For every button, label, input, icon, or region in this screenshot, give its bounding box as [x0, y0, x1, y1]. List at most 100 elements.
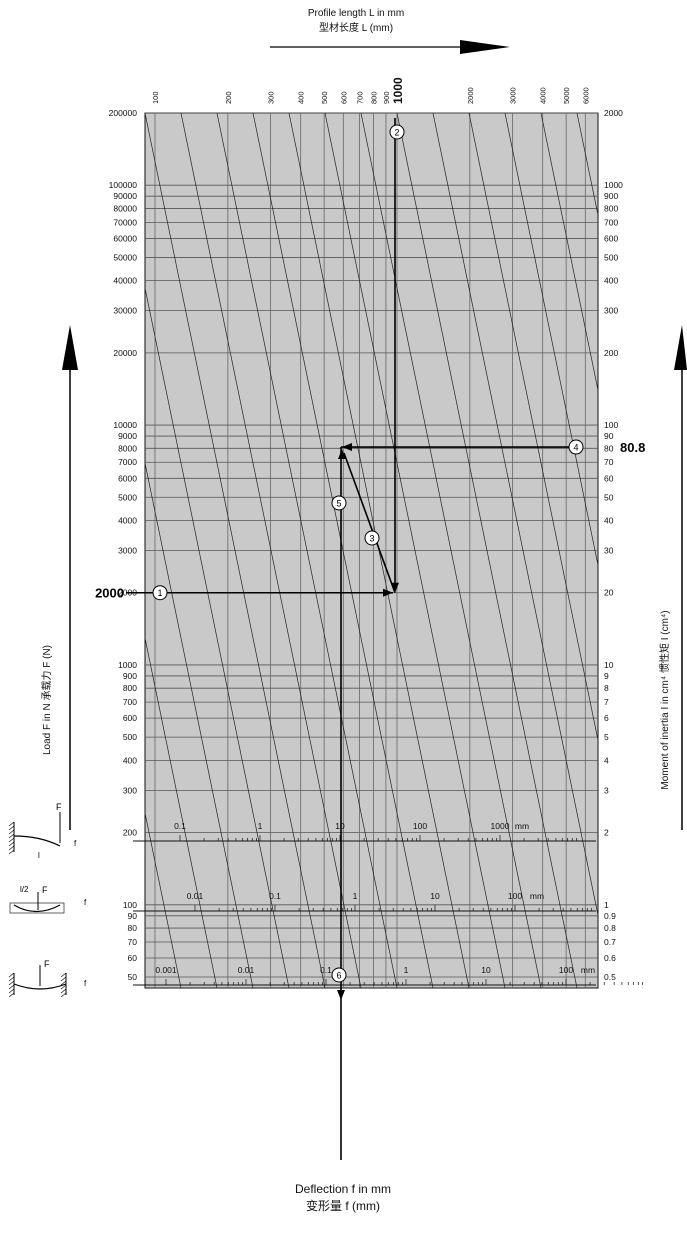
deflection-tick-label: 0.1: [269, 891, 281, 901]
y-left-tick-label: 90000: [113, 191, 137, 201]
y-right-tick-label: 2000: [604, 108, 623, 118]
example-step-1-arrowhead: [383, 588, 393, 597]
sketch-simple-beam: [13, 904, 61, 913]
y-left-tick-label: 8000: [118, 443, 137, 453]
example-step-number: 5: [336, 499, 341, 509]
y-right-tick-label: 0.6: [604, 953, 616, 963]
diagonal-line: [324, 113, 506, 988]
y-left-tick-label: 900: [123, 671, 137, 681]
y-right-tick-label: 0.5: [604, 972, 616, 982]
diagonal-line: [145, 113, 326, 988]
sketch-simple-frame: [9, 902, 65, 914]
y-left-tick-label: 90: [128, 911, 138, 921]
length-axis-title-cn: 型材长度 L (mm): [319, 21, 393, 34]
y-left-tick-label: 70: [128, 937, 138, 947]
support-hatch: [60, 992, 67, 998]
sketch-fixed-beam: [13, 983, 67, 990]
y-right-tick-label: 70: [604, 457, 614, 467]
y-left-tick-label: 10000: [113, 420, 137, 430]
diagonal-line: [613, 113, 687, 988]
deflection-tick-label: 100: [413, 821, 427, 831]
deflection-tick-label: 1: [404, 965, 409, 975]
sketch-cantilever-force-label: F: [56, 802, 62, 812]
sketch-simple-half-label: l/2: [20, 885, 29, 894]
sketch-cantilever-deflection-label: f: [74, 839, 77, 848]
deflection-tick-label: 0.01: [238, 965, 255, 975]
top-tick-label: 700: [356, 91, 365, 104]
inertia-axis-arrowhead: [674, 325, 687, 370]
support-hatch: [8, 980, 15, 986]
top-tick-label: 2000: [466, 87, 475, 104]
support-hatch: [60, 976, 67, 982]
y-right-tick-label: 60: [604, 473, 614, 483]
length-axis-arrowhead: [460, 40, 510, 54]
example-step-number: 2: [394, 128, 399, 138]
inertia-axis-title: Moment of inertia I in cm⁴ 惯性矩 I (cm⁴): [658, 610, 671, 789]
top-tick-label: 600: [339, 91, 348, 104]
deflection-axis-title-cn: 变形量 f (mm): [306, 1198, 380, 1213]
deflection-unit: mm: [530, 891, 544, 901]
sketch-fixed-force-label: F: [44, 959, 50, 969]
y-right-tick-label: 0.9: [604, 911, 616, 921]
top-tick-label: 3000: [508, 87, 517, 104]
diagonal-line: [0, 113, 1, 988]
top-tick-label-highlight: 1000: [391, 77, 405, 104]
deflection-tick-label: 0.1: [174, 821, 186, 831]
y-right-tick-label: 20: [604, 588, 614, 598]
top-tick-label: 200: [224, 91, 233, 104]
y-left-tick-label: 7000: [118, 457, 137, 467]
y-left-tick-label: 200000: [109, 108, 138, 118]
y-left-tick-label: 50000: [113, 252, 137, 262]
diagonal-line: [432, 113, 598, 917]
top-tick-label: 400: [297, 91, 306, 104]
top-tick-label: 100: [151, 91, 160, 104]
load-axis-title: Load F in N 承载力 F (N): [40, 645, 53, 755]
y-right-tick-label: 500: [604, 252, 618, 262]
deflection-unit: mm: [515, 821, 529, 831]
top-tick-label: 800: [370, 91, 379, 104]
support-hatch: [8, 841, 15, 847]
y-right-tick-label: 2: [604, 828, 609, 838]
deflection-tick-label: 100: [559, 965, 573, 975]
top-tick-label: 5000: [562, 87, 571, 104]
support-hatch: [8, 825, 15, 831]
y-left-tick-label: 400: [123, 755, 137, 765]
diagonal-line: [0, 113, 109, 988]
y-left-tick-label: 5000: [118, 492, 137, 502]
support-hatch: [8, 984, 15, 990]
diagonal-line: [145, 286, 290, 988]
deflection-tick-label: 10: [430, 891, 440, 901]
support-hatch: [8, 988, 15, 994]
support-hatch: [8, 833, 15, 839]
support-hatch: [8, 992, 15, 998]
diagonal-line: [145, 461, 254, 988]
y-right-tick-label: 50: [604, 492, 614, 502]
top-tick-label: 300: [266, 91, 275, 104]
y-right-tick-label: 6: [604, 713, 609, 723]
y-right-tick-label: 8: [604, 683, 609, 693]
y-right-tick-label: 400: [604, 276, 618, 286]
y-left-tick-label: 4000: [118, 516, 137, 526]
deflection-axis-title-en: Deflection f in mm: [295, 1182, 391, 1196]
y-left-tick-label: 1000: [118, 660, 137, 670]
diagonal-line: [216, 113, 398, 988]
deflection-tick-label: 1: [353, 891, 358, 901]
y-right-tick-label: 600: [604, 233, 618, 243]
y-right-tick-label: 9: [604, 671, 609, 681]
y-left-tick-label: 500: [123, 732, 137, 742]
y-right-tick-label: 0.7: [604, 937, 616, 947]
example-step-number: 4: [573, 443, 578, 453]
diagonal-line: [180, 113, 362, 988]
support-hatch: [8, 849, 15, 855]
diagonal-line: [504, 113, 598, 567]
deflection-tick-label: 100: [508, 891, 522, 901]
y-right-tick-label: 90: [604, 431, 614, 441]
diagonal-line: [468, 113, 598, 742]
diagonal-line: [252, 113, 434, 988]
y-left-tick-label: 40000: [113, 276, 137, 286]
y-right-tick-label: 700: [604, 217, 618, 227]
y-left-tick-label: 60000: [113, 233, 137, 243]
support-hatch: [8, 845, 15, 851]
example-step-3-line: [343, 452, 396, 594]
